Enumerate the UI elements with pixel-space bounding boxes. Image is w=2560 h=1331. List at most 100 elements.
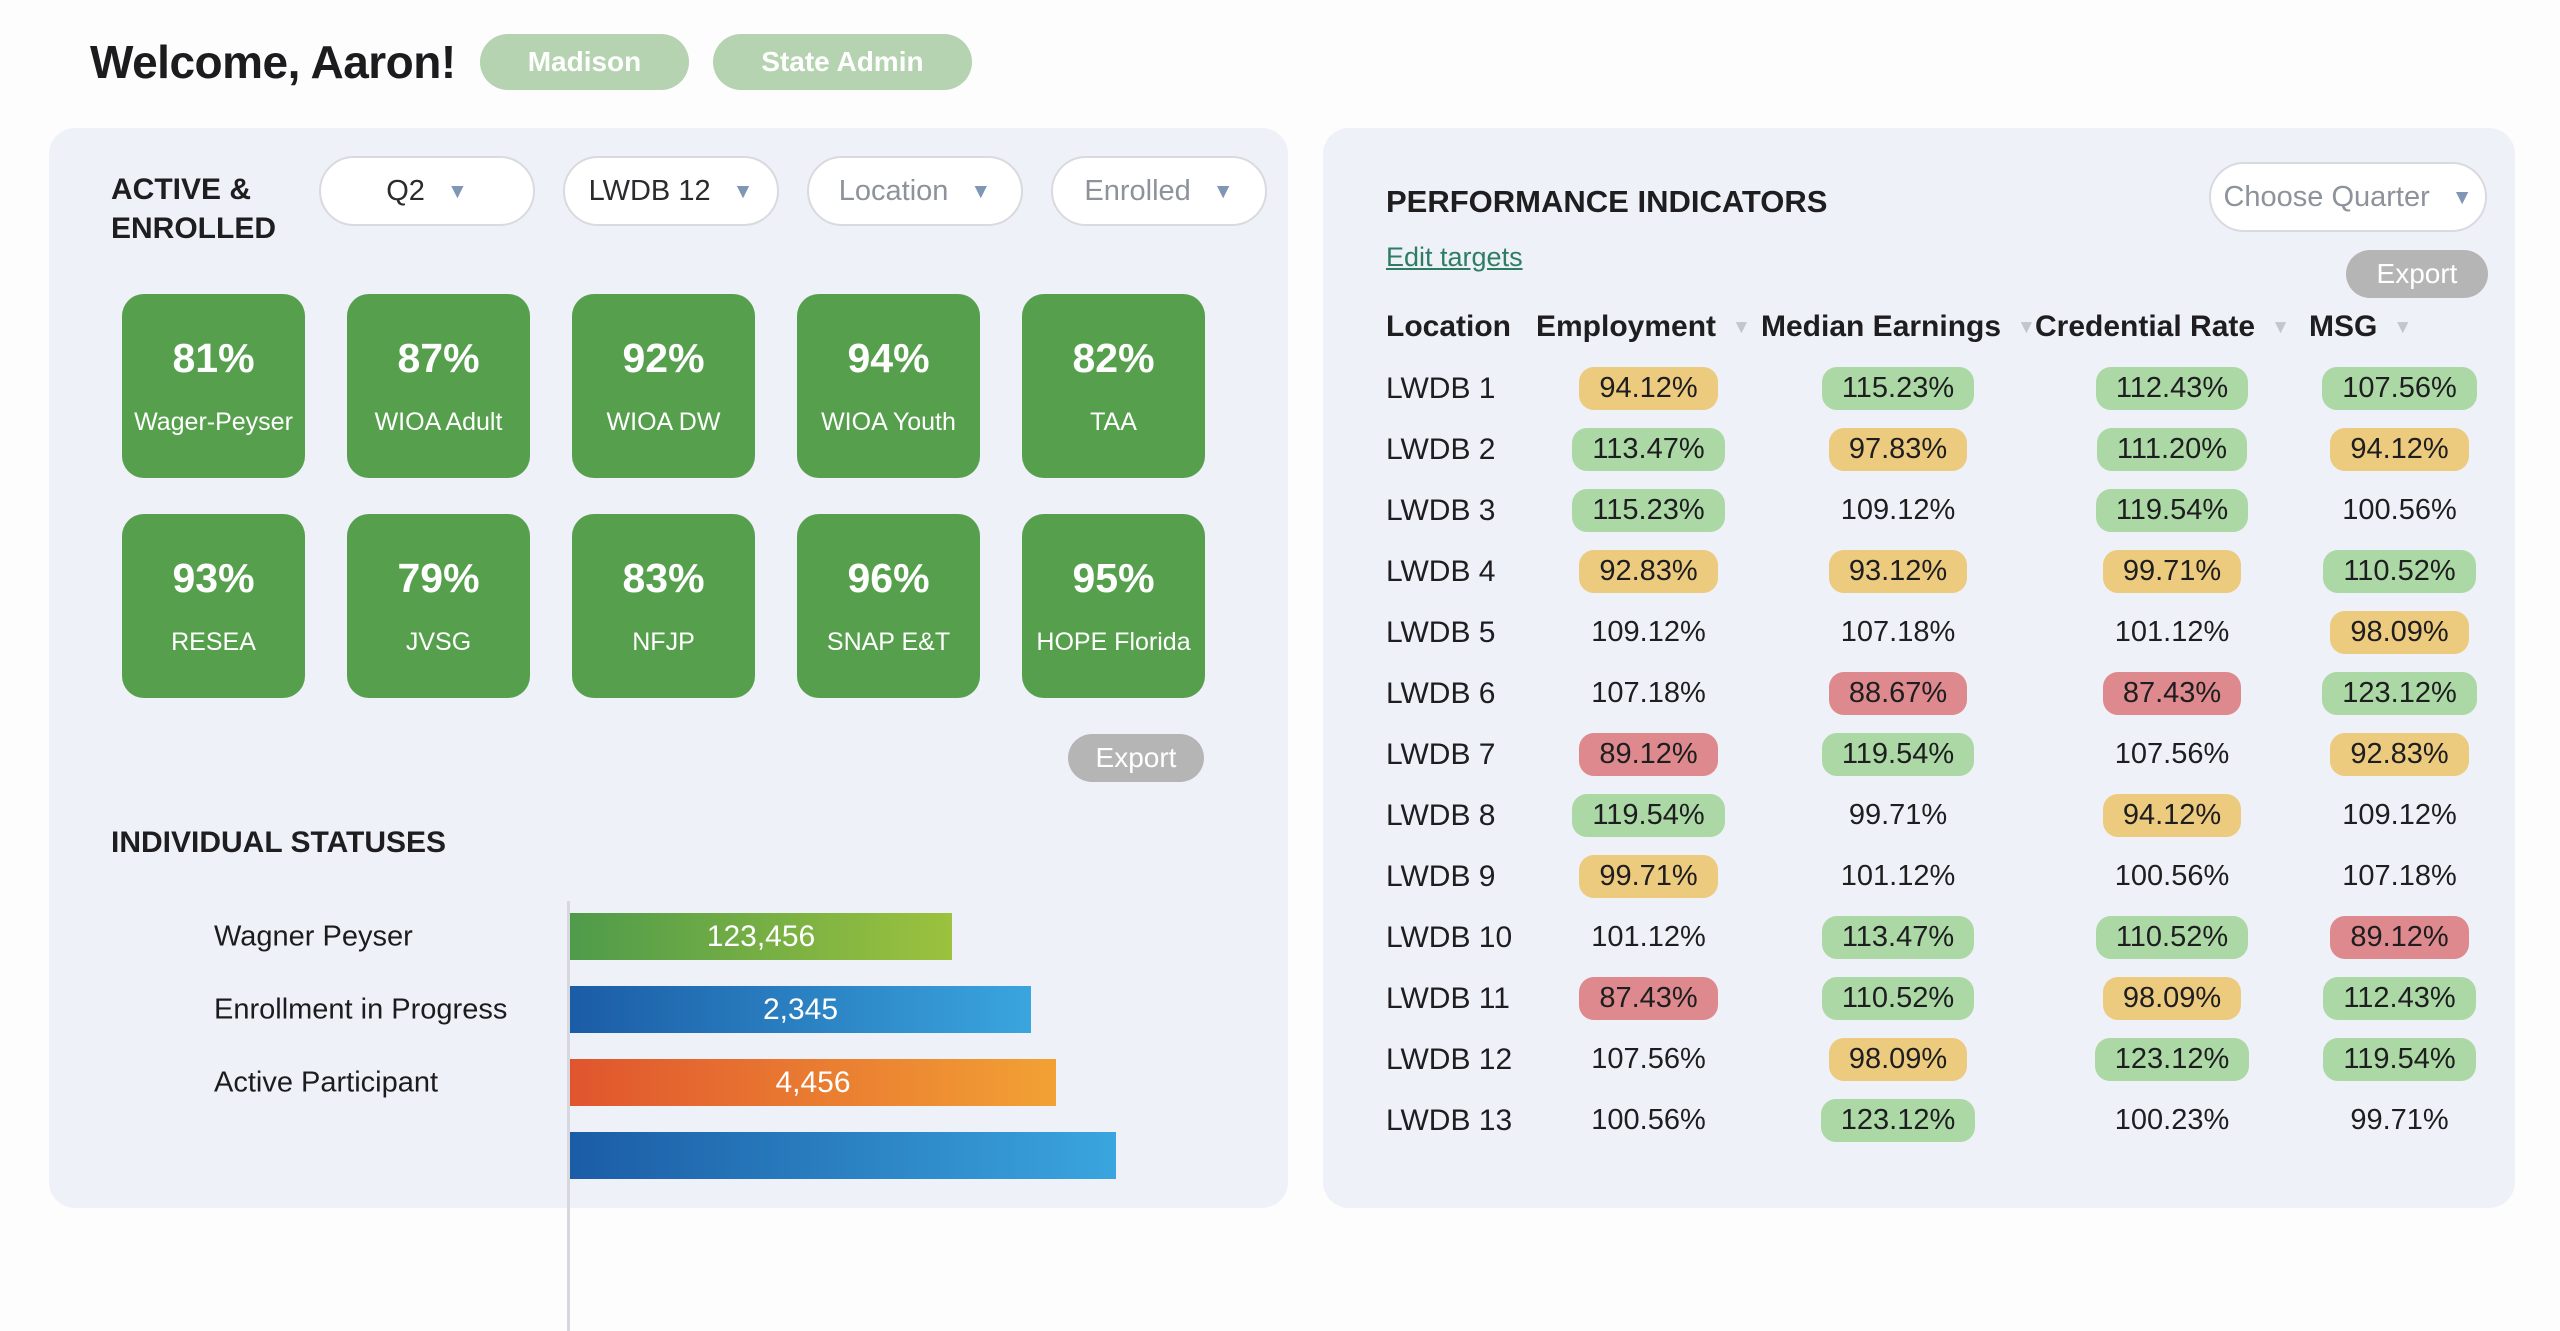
status-badge: 107.18%: [1591, 677, 1706, 709]
performance-indicators-panel: PERFORMANCE INDICATORS Edit targets Choo…: [1323, 128, 2515, 1208]
cell-employment: 101.12%: [1536, 916, 1761, 959]
cell-credential-rate: 98.09%: [2035, 977, 2309, 1020]
status-badge: 123.12%: [2322, 672, 2477, 715]
status-badge: 99.71%: [2102, 550, 2242, 593]
bar: [570, 1132, 1116, 1179]
sort-down-icon[interactable]: ▼: [2017, 316, 2036, 338]
filter-dropdown[interactable]: LWDB 12 ▼: [563, 156, 779, 226]
bar-row: [49, 1132, 1288, 1179]
sort-down-icon[interactable]: ▼: [2393, 316, 2413, 338]
status-badge: 92.83%: [2330, 733, 2469, 776]
sort-down-icon[interactable]: ▼: [1732, 316, 1751, 338]
sort-down-icon[interactable]: ▼: [2271, 316, 2290, 338]
status-badge: 92.83%: [1579, 550, 1718, 593]
page-header: Welcome, Aaron! Madison State Admin: [90, 34, 972, 90]
status-badge: 110.52%: [2095, 916, 2249, 959]
cell-location: LWDB 4: [1386, 554, 1496, 588]
table-body: LWDB 1 94.12% 115.23% 112.43% 107.56%: [1386, 358, 2490, 1151]
edit-targets-link[interactable]: Edit targets: [1386, 242, 1523, 272]
status-badge: 119.54%: [2323, 1038, 2476, 1081]
metric-tile-percent: 81%: [172, 335, 255, 381]
cell-location: LWDB 8: [1386, 798, 1496, 832]
status-badge: 89.12%: [2330, 916, 2469, 959]
column-header-msg[interactable]: MSG ▼: [2309, 310, 2413, 343]
cell-credential-rate: 99.71%: [2035, 550, 2309, 593]
column-header-employment[interactable]: Employment ▼: [1536, 310, 1751, 343]
cell-employment: 99.71%: [1536, 855, 1761, 898]
status-badge: 112.43%: [2323, 977, 2476, 1020]
chevron-down-icon: ▼: [1212, 179, 1234, 203]
cell-credential-rate: 100.56%: [2035, 855, 2309, 898]
status-badge: 123.12%: [2094, 1038, 2250, 1081]
cell-credential-rate: 100.23%: [2035, 1099, 2309, 1142]
performance-table: Location Employment ▼ Median Earnings ▼ …: [1386, 304, 2490, 1151]
table-row: LWDB 1 94.12% 115.23% 112.43% 107.56%: [1386, 358, 2490, 419]
column-header-location: Location: [1386, 310, 1511, 343]
table-header-row: Location Employment ▼ Median Earnings ▼ …: [1386, 304, 2490, 350]
status-badge: 119.54%: [2095, 489, 2249, 532]
export-button[interactable]: Export: [2346, 250, 2488, 298]
filter-dropdown[interactable]: Location ▼: [807, 156, 1023, 226]
cell-employment: 100.56%: [1536, 1099, 1761, 1142]
export-button[interactable]: Export: [1068, 734, 1204, 782]
cell-employment: 94.12%: [1536, 367, 1761, 410]
bar-value-label: 123,456: [706, 919, 816, 953]
status-badge: 99.71%: [2350, 1104, 2449, 1136]
status-badge: 112.43%: [2095, 367, 2249, 410]
cell-location: LWDB 9: [1386, 859, 1496, 893]
cell-msg: 94.12%: [2309, 428, 2490, 471]
cell-msg: 112.43%: [2309, 977, 2490, 1020]
status-badge: 98.09%: [2102, 977, 2242, 1020]
cell-msg: 92.83%: [2309, 733, 2490, 776]
individual-statuses-chart: Wagner Peyser 123,456 Enrollment in Prog…: [49, 901, 1288, 1331]
quarter-dropdown[interactable]: Choose Quarter ▼: [2209, 162, 2487, 232]
column-header-median-earnings[interactable]: Median Earnings ▼: [1761, 310, 2036, 343]
cell-employment: 87.43%: [1536, 977, 1761, 1020]
cell-location: LWDB 10: [1386, 920, 1513, 954]
bar-category-label: Enrollment in Progress: [214, 993, 508, 1025]
table-row: LWDB 2 113.47% 97.83% 111.20% 94.12%: [1386, 419, 2490, 480]
table-row: LWDB 8 119.54% 99.71% 94.12% 109.12%: [1386, 785, 2490, 846]
cell-msg: 99.71%: [2309, 1099, 2490, 1142]
cell-credential-rate: 119.54%: [2035, 489, 2309, 532]
bar: 2,345: [570, 986, 1031, 1033]
cell-median-earnings: 113.47%: [1761, 916, 2035, 959]
bar-row: Active Participant 4,456: [49, 1059, 1288, 1106]
bar-value-label: 2,345: [762, 992, 839, 1026]
cell-credential-rate: 112.43%: [2035, 367, 2309, 410]
cell-credential-rate: 94.12%: [2035, 794, 2309, 837]
user-role-badge: State Admin: [713, 34, 972, 90]
status-badge: 100.56%: [2342, 494, 2457, 526]
metric-tile-label: RESEA: [171, 628, 256, 656]
status-badge: 101.12%: [2114, 616, 2230, 648]
cell-employment: 113.47%: [1536, 428, 1761, 471]
status-badge: 87.43%: [1579, 977, 1718, 1020]
cell-location: LWDB 12: [1386, 1042, 1513, 1076]
metric-tile: 96% SNAP E&T: [797, 514, 980, 698]
bar: 4,456: [570, 1059, 1056, 1106]
cell-location: LWDB 13: [1386, 1103, 1513, 1137]
filter-dropdown[interactable]: Enrolled ▼: [1051, 156, 1267, 226]
metric-tile: 83% NFJP: [572, 514, 755, 698]
cell-employment: 107.56%: [1536, 1038, 1761, 1081]
table-row: LWDB 10 101.12% 113.47% 110.52% 89.12%: [1386, 907, 2490, 968]
cell-location: LWDB 2: [1386, 432, 1496, 466]
status-badge: 113.47%: [1572, 428, 1725, 471]
status-badge: 107.56%: [2322, 367, 2477, 410]
table-row: LWDB 9 99.71% 101.12% 100.56% 107.18%: [1386, 846, 2490, 907]
filter-dropdown[interactable]: Q2 ▼: [319, 156, 535, 226]
cell-credential-rate: 110.52%: [2035, 916, 2309, 959]
bar-row: Enrollment in Progress 2,345: [49, 986, 1288, 1033]
status-badge: 100.56%: [2114, 860, 2230, 892]
table-row: LWDB 5 109.12% 107.18% 101.12% 98.09%: [1386, 602, 2490, 663]
metric-tile-label: SNAP E&T: [826, 628, 951, 656]
status-badge: 107.56%: [1591, 1043, 1706, 1075]
metric-tile: 92% WIOA DW: [572, 294, 755, 478]
column-header-credential-rate[interactable]: Credential Rate ▼: [2035, 310, 2290, 343]
status-badge: 113.47%: [1821, 916, 1975, 959]
status-badge: 88.67%: [1828, 672, 1968, 715]
cell-median-earnings: 119.54%: [1761, 733, 2035, 776]
metric-tile-percent: 82%: [1072, 335, 1155, 381]
cell-location: LWDB 6: [1386, 676, 1496, 710]
cell-employment: 89.12%: [1536, 733, 1761, 776]
